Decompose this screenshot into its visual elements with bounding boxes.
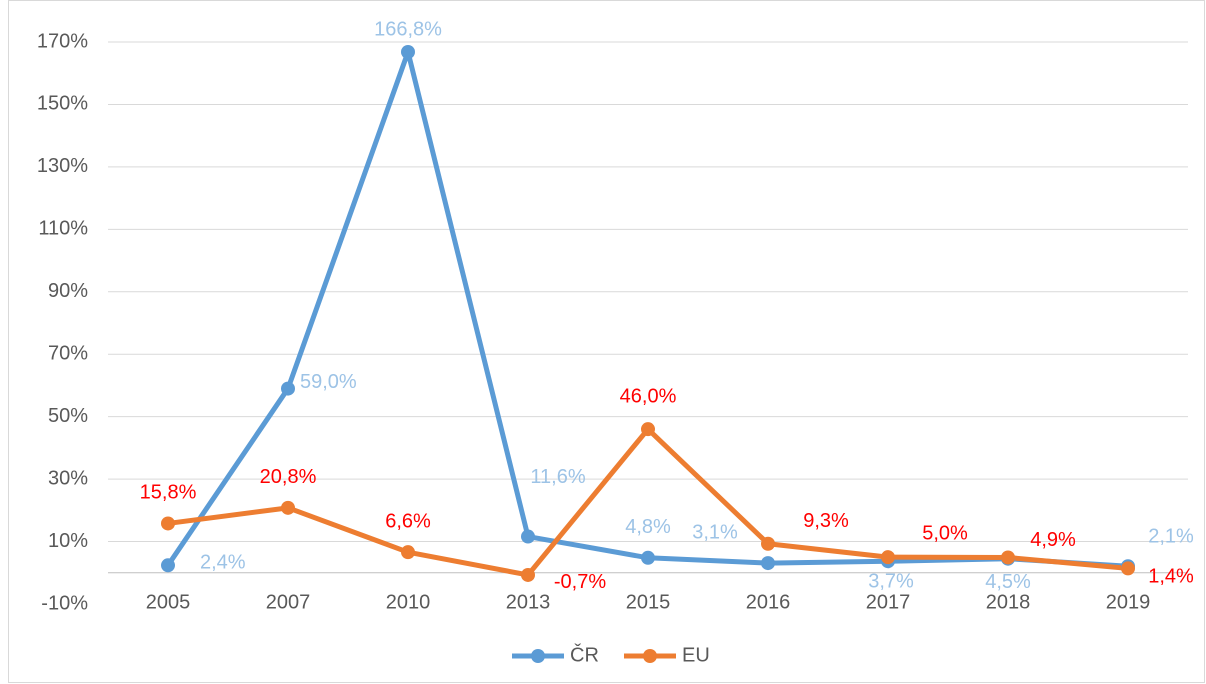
legend-label: ČR [570, 643, 599, 666]
point [281, 500, 295, 515]
point [161, 516, 175, 531]
x-tick-label: 2015 [626, 591, 671, 613]
point [521, 529, 535, 544]
data-label: 6,6% [385, 510, 431, 532]
y-tick-label: 90% [48, 280, 88, 302]
data-label: 166,8% [374, 18, 442, 40]
point [161, 558, 175, 573]
data-label: 46,0% [620, 385, 677, 407]
point [401, 44, 415, 59]
data-label: -0,7% [554, 571, 606, 593]
data-label: 15,8% [140, 482, 197, 504]
point [281, 381, 295, 396]
data-label: 9,3% [803, 510, 849, 532]
data-label: 59,0% [300, 371, 357, 393]
data-label: 1,4% [1148, 566, 1194, 588]
x-tick-label: 2007 [266, 591, 311, 613]
legend-label: EU [682, 644, 710, 666]
y-tick-label: 50% [48, 405, 88, 427]
legend-marker [643, 649, 657, 663]
point [641, 422, 655, 437]
point [761, 536, 775, 551]
x-tick-label: 2018 [986, 591, 1031, 613]
x-tick-label: 2016 [746, 591, 791, 613]
x-tick-label: 2017 [866, 591, 911, 613]
y-tick-label: 30% [48, 467, 88, 489]
y-tick-label: 130% [37, 155, 88, 177]
point [641, 550, 655, 565]
data-label: 3,1% [692, 521, 738, 543]
y-tick-label: 70% [48, 343, 88, 365]
x-tick-label: 2005 [146, 591, 191, 613]
x-tick-label: 2013 [506, 591, 551, 613]
chart-frame [8, 0, 1205, 683]
y-tick-label: 170% [37, 30, 88, 52]
x-tick-label: 2019 [1106, 591, 1151, 613]
y-tick-label: 110% [38, 218, 88, 240]
y-tick-label: 10% [48, 530, 88, 552]
data-label: 11,6% [530, 466, 585, 488]
point [1001, 550, 1015, 565]
legend-marker [531, 649, 545, 663]
data-label: 20,8% [260, 466, 317, 488]
data-label: 4,8% [625, 516, 671, 538]
x-tick-label: 2010 [386, 591, 431, 613]
data-label: 3,7% [868, 571, 914, 593]
point [881, 550, 895, 565]
y-tick-label: 150% [37, 93, 88, 115]
y-tick-label: -10% [41, 592, 88, 614]
data-label: 4,5% [985, 571, 1031, 593]
point [521, 567, 535, 582]
data-label: 2,1% [1148, 526, 1194, 548]
data-label: 4,9% [1030, 529, 1076, 551]
point [1121, 561, 1135, 576]
point [761, 556, 775, 571]
data-label: 5,0% [922, 522, 968, 544]
point [401, 545, 415, 560]
data-label: 2,4% [200, 552, 246, 574]
